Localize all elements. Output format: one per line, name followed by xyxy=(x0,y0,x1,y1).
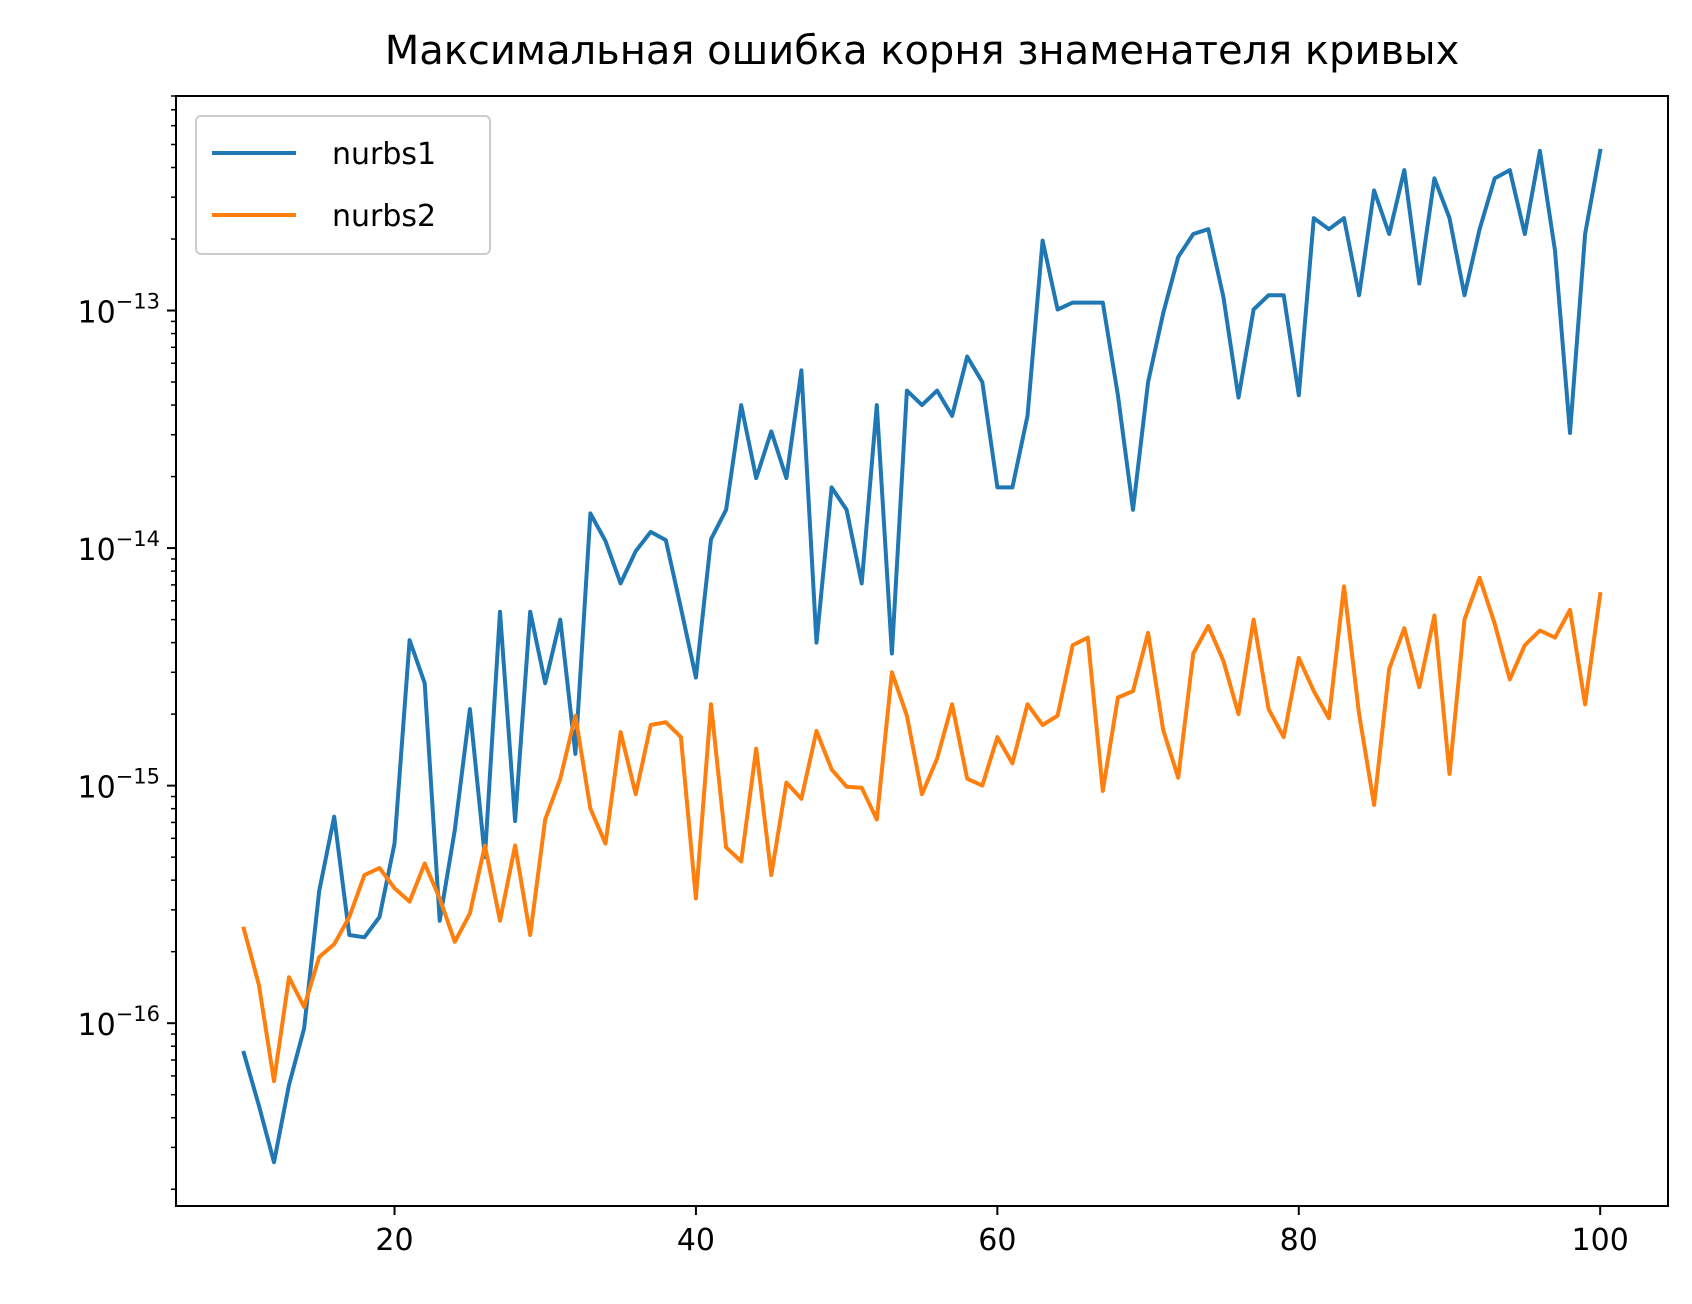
x-tick-label: 80 xyxy=(1280,1223,1318,1258)
legend-box xyxy=(195,115,491,255)
x-tick-label: 40 xyxy=(677,1223,715,1258)
y-tick-label: 10−15 xyxy=(77,765,160,806)
series-line-1 xyxy=(241,148,1603,1165)
x-tick-label: 20 xyxy=(375,1223,413,1258)
chart-title: Максимальная ошибка корня знаменателя кр… xyxy=(385,28,1460,74)
legend: nurbs1 nurbs2 xyxy=(195,115,491,255)
series-line-2 xyxy=(241,575,1603,1084)
y-tick-label: 10−16 xyxy=(77,1002,160,1043)
legend-label-2: nurbs2 xyxy=(332,199,436,234)
plot-frame xyxy=(175,95,1669,1207)
axes-layer: 20 40 60 80 100 10−16 10−15 10−14 10−13 xyxy=(77,95,1669,1258)
series-layer xyxy=(241,148,1603,1165)
y-tick-label: 10−13 xyxy=(77,290,160,331)
legend-label-1: nurbs1 xyxy=(332,137,436,172)
x-tick-label: 60 xyxy=(978,1223,1016,1258)
y-tick-label: 10−14 xyxy=(77,527,160,568)
x-tick-label: 100 xyxy=(1572,1223,1629,1258)
